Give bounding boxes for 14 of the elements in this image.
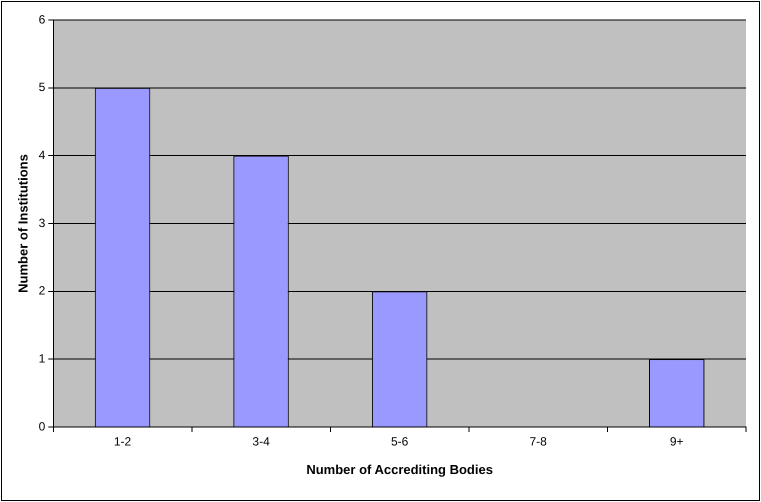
y-tick-label: 1 <box>38 351 46 366</box>
x-tick-label: 9+ <box>670 434 684 449</box>
y-tick-label: 4 <box>38 148 46 162</box>
x-tick-label: 5-6 <box>390 434 409 449</box>
y-tick-label: 6 <box>38 12 46 26</box>
y-tick-label: 2 <box>38 284 46 298</box>
y-tick-label: 3 <box>38 216 46 230</box>
y-tick-label: 0 <box>38 419 46 434</box>
x-tick-label: 7-8 <box>530 434 548 449</box>
x-tick-label: 3-4 <box>252 434 270 449</box>
x-tick-label: 1-2 <box>114 434 132 449</box>
y-axis-title: Number of Institutions <box>15 154 30 293</box>
y-tick-label: 5 <box>38 80 46 94</box>
x-axis-title: Number of Accrediting Bodies <box>306 462 493 477</box>
